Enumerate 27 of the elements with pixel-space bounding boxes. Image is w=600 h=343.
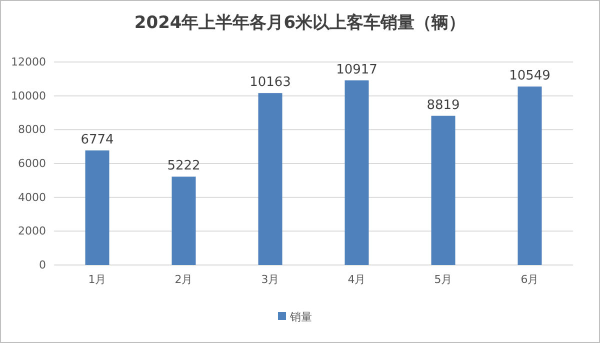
x-tick-label: 5月 — [434, 272, 452, 286]
x-tick-label: 2月 — [174, 272, 193, 286]
bar — [258, 93, 282, 265]
data-label: 6774 — [80, 132, 114, 148]
y-tick-label: 6000 — [18, 157, 46, 170]
data-label: 10549 — [509, 68, 550, 84]
data-label: 8819 — [426, 98, 460, 113]
bar — [85, 150, 110, 265]
x-tick-label: 4月 — [348, 272, 366, 286]
y-tick-label: 8000 — [18, 123, 46, 136]
y-tick-label: 4000 — [18, 190, 46, 204]
y-tick-label: 0 — [39, 258, 46, 272]
x-tick-label: 1月 — [88, 272, 106, 286]
x-tick-label: 3月 — [261, 272, 280, 286]
data-label: 10917 — [336, 62, 378, 78]
bar — [172, 176, 196, 265]
bar — [344, 80, 369, 265]
chart-title: 2024年上半年各月6米以上客车销量（辆） — [134, 13, 466, 33]
y-tick-label: 10000 — [11, 89, 46, 102]
bar — [518, 86, 542, 265]
legend-label: 销量 — [289, 310, 312, 324]
bar — [431, 116, 456, 265]
data-label: 10163 — [250, 75, 291, 90]
x-tick-label: 6月 — [520, 272, 539, 286]
y-tick-label: 2000 — [18, 224, 46, 238]
data-label: 5222 — [167, 158, 200, 174]
y-tick-label: 12000 — [11, 56, 46, 69]
